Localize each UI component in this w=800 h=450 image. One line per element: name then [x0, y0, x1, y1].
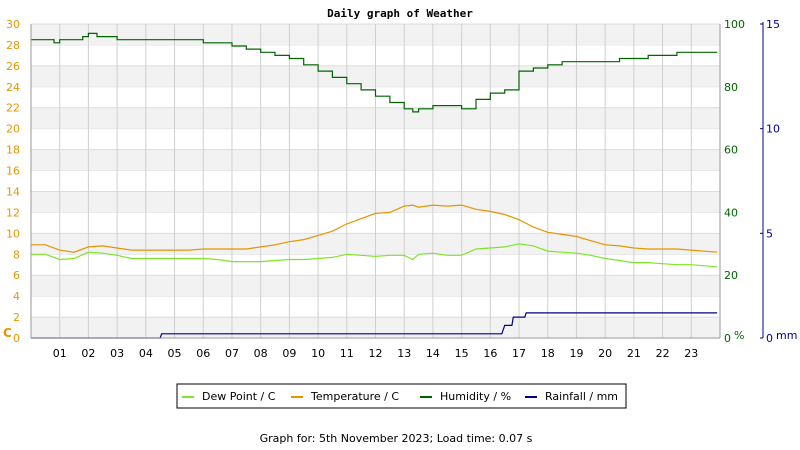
rainfall-axis-ticks: 0 5 10 15 [760, 18, 780, 345]
humidity-unit-label: % [734, 329, 744, 342]
x-tick-label: 14 [426, 347, 440, 360]
temperature-tick-label: 30 [6, 18, 20, 31]
dew-point-legend-label: Dew Point / C [202, 390, 276, 403]
x-tick-label: 01 [53, 347, 67, 360]
temperature-tick-label: 28 [6, 39, 20, 52]
temperature-tick-label: 20 [6, 123, 20, 136]
humidity-tick-label: 60 [724, 144, 738, 157]
x-tick-label: 22 [656, 347, 670, 360]
x-tick-label: 08 [254, 347, 268, 360]
x-tick-label: 07 [225, 347, 239, 360]
temperature-legend-label: Temperature / C [310, 390, 399, 403]
vertical-gridlines [59, 24, 692, 338]
temperature-tick-label: 4 [13, 290, 20, 303]
temperature-line [31, 204, 718, 253]
x-tick-label: 03 [110, 347, 124, 360]
humidity-tick-label: 40 [724, 206, 738, 219]
x-tick-label: 15 [455, 347, 469, 360]
x-tick-label: 16 [483, 347, 497, 360]
humidity-tick-label: 80 [724, 81, 738, 94]
temperature-tick-label: 26 [6, 60, 20, 73]
footer-text: Graph for: 5th November 2023; Load time:… [260, 432, 533, 445]
humidity-tick-label: 20 [724, 269, 738, 282]
temperature-tick-label: 24 [6, 81, 20, 94]
temperature-tick-label: 8 [13, 248, 20, 261]
series-layer [31, 32, 718, 339]
temperature-tick-label: 10 [6, 227, 20, 240]
temperature-tick-label: 12 [6, 206, 20, 219]
x-tick-label: 10 [311, 347, 325, 360]
x-tick-label: 02 [81, 347, 95, 360]
x-tick-label: 12 [369, 347, 383, 360]
x-tick-label: 06 [196, 347, 210, 360]
rainfall-tick-label: 0 [766, 332, 773, 345]
x-tick-label: 20 [598, 347, 612, 360]
rainfall-tick-label: 15 [766, 18, 780, 31]
temperature-tick-label: 16 [6, 165, 20, 178]
legend: Dew Point / C Temperature / C Humidity / %… [176, 383, 627, 409]
temperature-tick-label: 0 [13, 332, 20, 345]
dew-point-line [31, 243, 718, 268]
x-tick-label: 21 [627, 347, 641, 360]
temperature-tick-label: 6 [13, 269, 20, 282]
x-tick-label: 09 [282, 347, 296, 360]
humidity-tick-label: 0 [724, 332, 731, 345]
rainfall-line [31, 312, 718, 339]
rainfall-tick-label: 5 [766, 227, 773, 240]
x-tick-label: 17 [512, 347, 526, 360]
humidity-legend-label: Humidity / % [440, 390, 511, 403]
x-tick-label: 11 [340, 347, 354, 360]
rainfall-legend-label: Rainfall / mm [545, 390, 618, 403]
temperature-tick-label: 22 [6, 102, 20, 115]
x-tick-label: 13 [397, 347, 411, 360]
temperature-tick-label: 14 [6, 185, 20, 198]
rainfall-tick-label: 10 [766, 123, 780, 136]
x-tick-label: 23 [684, 347, 698, 360]
axes [30, 22, 764, 339]
humidity-line [31, 32, 718, 113]
rainfall-unit-label: mm [776, 329, 797, 342]
temperature-tick-label: 18 [6, 144, 20, 157]
humidity-axis-ticks: 0 20 40 60 80 100 [724, 18, 745, 345]
x-axis-ticks: 01 02 03 04 05 06 07 08 09 10 11 12 13 14 15 16 17 18 19 20… [53, 347, 699, 360]
x-tick-label: 18 [541, 347, 555, 360]
x-tick-label: 05 [168, 347, 182, 360]
temperature-tick-label: 2 [13, 311, 20, 324]
humidity-tick-label: 100 [724, 18, 745, 31]
legend-box [176, 383, 627, 409]
temperature-unit-label: C [3, 326, 12, 340]
chart-title: Daily graph of Weather [327, 7, 473, 20]
x-tick-label: 19 [569, 347, 583, 360]
x-tick-label: 04 [139, 347, 153, 360]
